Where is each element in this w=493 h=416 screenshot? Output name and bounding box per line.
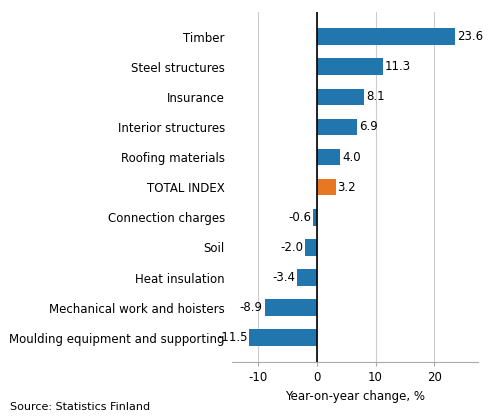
Bar [317, 119, 357, 135]
Bar [249, 329, 317, 346]
Text: 11.3: 11.3 [385, 60, 411, 73]
Bar [313, 209, 317, 225]
Text: -0.6: -0.6 [288, 211, 312, 224]
Text: 4.0: 4.0 [342, 151, 361, 163]
Bar [317, 28, 456, 45]
Text: 6.9: 6.9 [359, 121, 378, 134]
Text: -3.4: -3.4 [272, 271, 295, 284]
Text: -2.0: -2.0 [281, 241, 303, 254]
Text: 3.2: 3.2 [337, 181, 356, 194]
Bar [305, 239, 317, 256]
Text: -11.5: -11.5 [217, 331, 247, 344]
Bar [297, 269, 317, 286]
Text: -8.9: -8.9 [240, 301, 263, 314]
X-axis label: Year-on-year change, %: Year-on-year change, % [285, 389, 425, 403]
Text: 23.6: 23.6 [457, 30, 483, 43]
Bar [317, 89, 364, 105]
Bar [317, 179, 336, 196]
Bar [317, 59, 383, 75]
Bar [317, 149, 340, 166]
Text: 8.1: 8.1 [366, 90, 385, 103]
Bar [265, 300, 317, 316]
Text: Source: Statistics Finland: Source: Statistics Finland [10, 402, 150, 412]
